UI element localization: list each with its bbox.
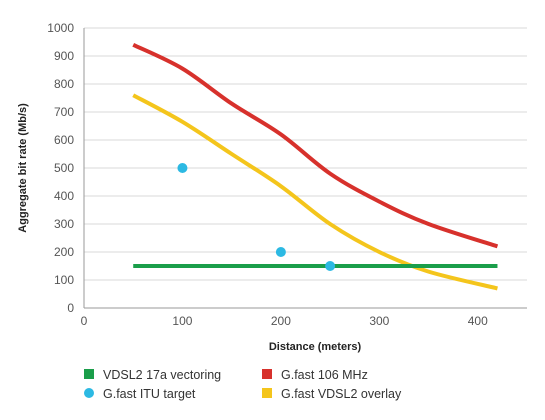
- x-tick-label: 200: [271, 314, 291, 328]
- series-line-g-fast-vdsl2-overlay: [132, 93, 498, 291]
- gridlines: [84, 27, 527, 309]
- legend-item: G.fast ITU target: [84, 387, 196, 401]
- x-tick-label: 300: [369, 314, 389, 328]
- legend-label: G.fast 106 MHz: [281, 368, 368, 382]
- x-tick-label: 400: [468, 314, 488, 328]
- legend-label: VDSL2 17a vectoring: [103, 368, 221, 382]
- x-tick-label: 0: [81, 314, 88, 328]
- data-point-itu-target: [177, 163, 188, 173]
- y-tick-label: 1000: [47, 21, 74, 35]
- legend: VDSL2 17a vectoring G.fast 106 MHz G.fast …: [84, 368, 402, 401]
- legend-marker-dot: [84, 388, 94, 398]
- data-point-itu-target: [325, 261, 336, 271]
- legend-item: G.fast VDSL2 overlay: [262, 387, 402, 401]
- y-tick-label: 900: [54, 49, 74, 63]
- y-tick-label: 100: [54, 273, 74, 287]
- data-point-itu-target: [275, 247, 286, 257]
- y-tick-label: 600: [54, 133, 74, 147]
- axes: 0 100 200 300 400 500 600 700 800 900 1000 0 100 200 3…: [47, 21, 488, 328]
- y-tick-label: 500: [54, 161, 74, 175]
- legend-marker-square: [262, 388, 272, 398]
- legend-item: G.fast 106 MHz: [262, 368, 368, 382]
- y-tick-label: 700: [54, 105, 74, 119]
- legend-label: G.fast VDSL2 overlay: [281, 387, 402, 401]
- legend-marker-square: [84, 369, 94, 379]
- y-axis-title: Aggregate bit rate (Mb/s): [17, 103, 29, 233]
- legend-marker-square: [262, 369, 272, 379]
- x-tick-label: 100: [172, 314, 192, 328]
- legend-item: VDSL2 17a vectoring: [84, 368, 221, 382]
- y-tick-label: 800: [54, 77, 74, 91]
- y-tick-label: 200: [54, 245, 74, 259]
- legend-label: G.fast ITU target: [103, 387, 196, 401]
- series-line-g-fast-106-mhz: [132, 42, 499, 249]
- y-tick-label: 300: [54, 217, 74, 231]
- y-tick-label: 400: [54, 189, 74, 203]
- x-axis-title: Distance (meters): [269, 341, 362, 353]
- series: [132, 42, 499, 291]
- y-tick-label: 0: [67, 301, 74, 315]
